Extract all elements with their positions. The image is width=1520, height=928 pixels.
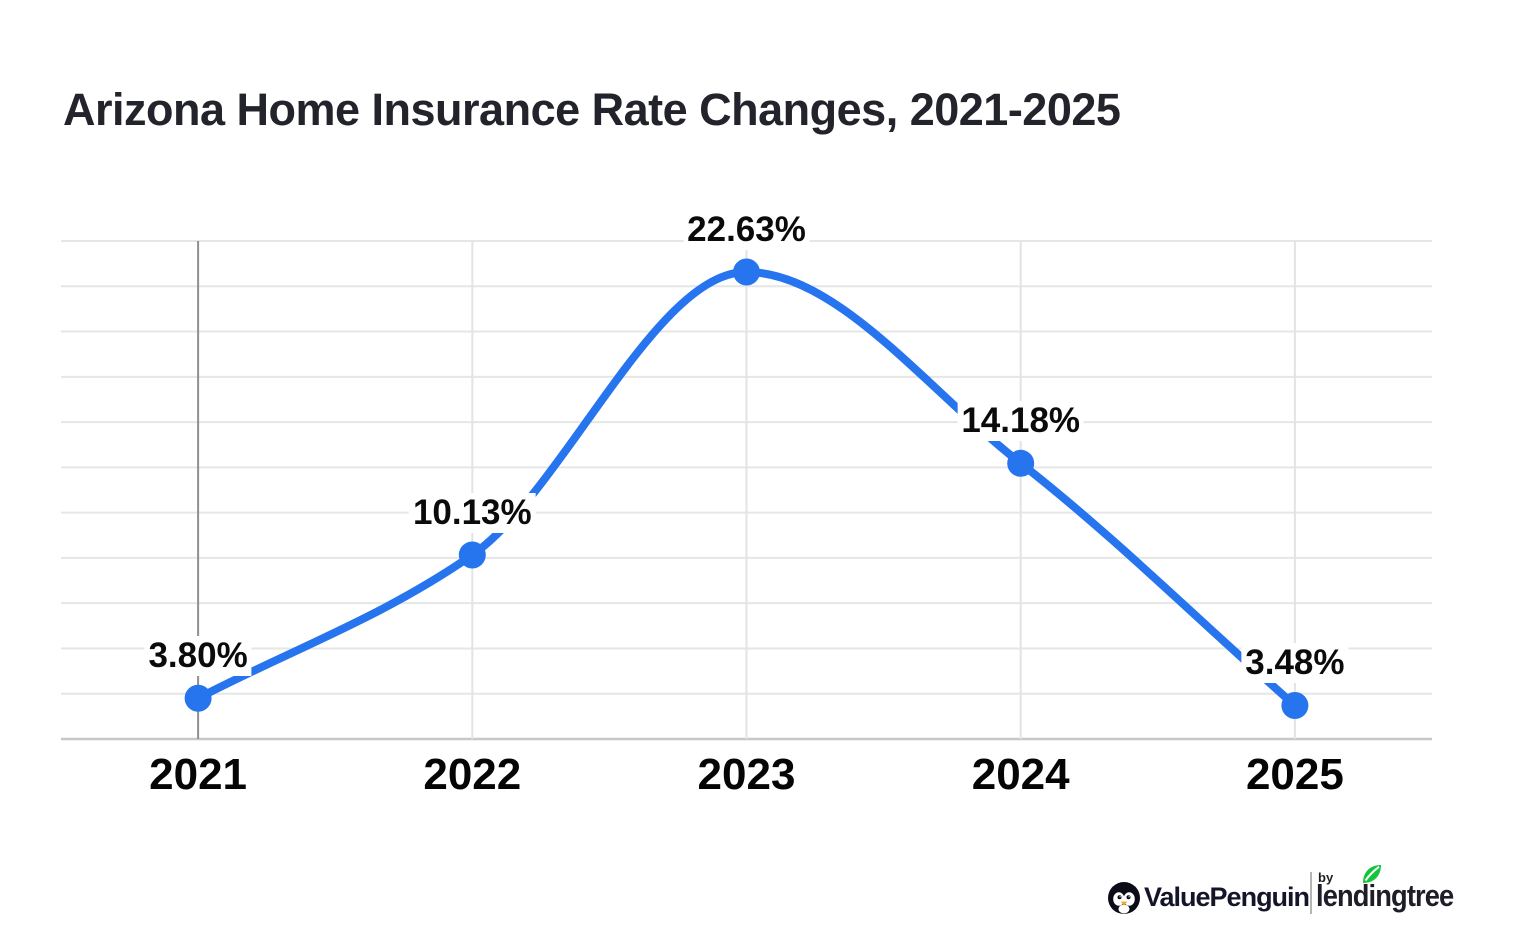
valuepenguin-penguin-icon: [1108, 882, 1140, 914]
brand-divider: [1310, 872, 1312, 914]
chart-canvas: [61, 240, 1432, 741]
tick-label-2024: 2024: [971, 750, 1070, 799]
data-point-2021: [184, 684, 212, 712]
penguin-beak: [1120, 901, 1128, 906]
data-point-2023: [733, 258, 760, 286]
data-point-2025: [1281, 691, 1309, 719]
line-chart: 3.80% 10.13% 22.63% 14.18% 3.48% 2021 2022 2023…: [61, 210, 1432, 799]
tick-label-2025: 2025: [1245, 750, 1344, 799]
data-label-2023: 22.63%: [683, 210, 810, 250]
data-point-2024: [1007, 449, 1035, 477]
tick-label-2021: 2021: [149, 750, 248, 799]
chart-title: Arizona Home Insurance Rate Changes, 202…: [63, 84, 1121, 135]
data-label-2021: 3.80%: [144, 636, 252, 677]
data-label-2024: 14.18%: [957, 401, 1085, 442]
tick-label-2022: 2022: [423, 750, 522, 799]
lendingtree-leaf-icon: [1363, 865, 1381, 883]
data-label-2025: 3.48%: [1241, 643, 1349, 684]
data-point-2022: [458, 541, 486, 569]
data-label-2022: 10.13%: [408, 492, 536, 533]
brand-footer: ValuePenguin by lendingtree: [1104, 865, 1484, 922]
valuepenguin-wordmark: ValuePenguin: [1144, 882, 1310, 912]
tick-label-2023: 2023: [697, 750, 796, 799]
lendingtree-wordmark: lendingtree: [1316, 878, 1454, 913]
by-label: by: [1318, 870, 1334, 885]
